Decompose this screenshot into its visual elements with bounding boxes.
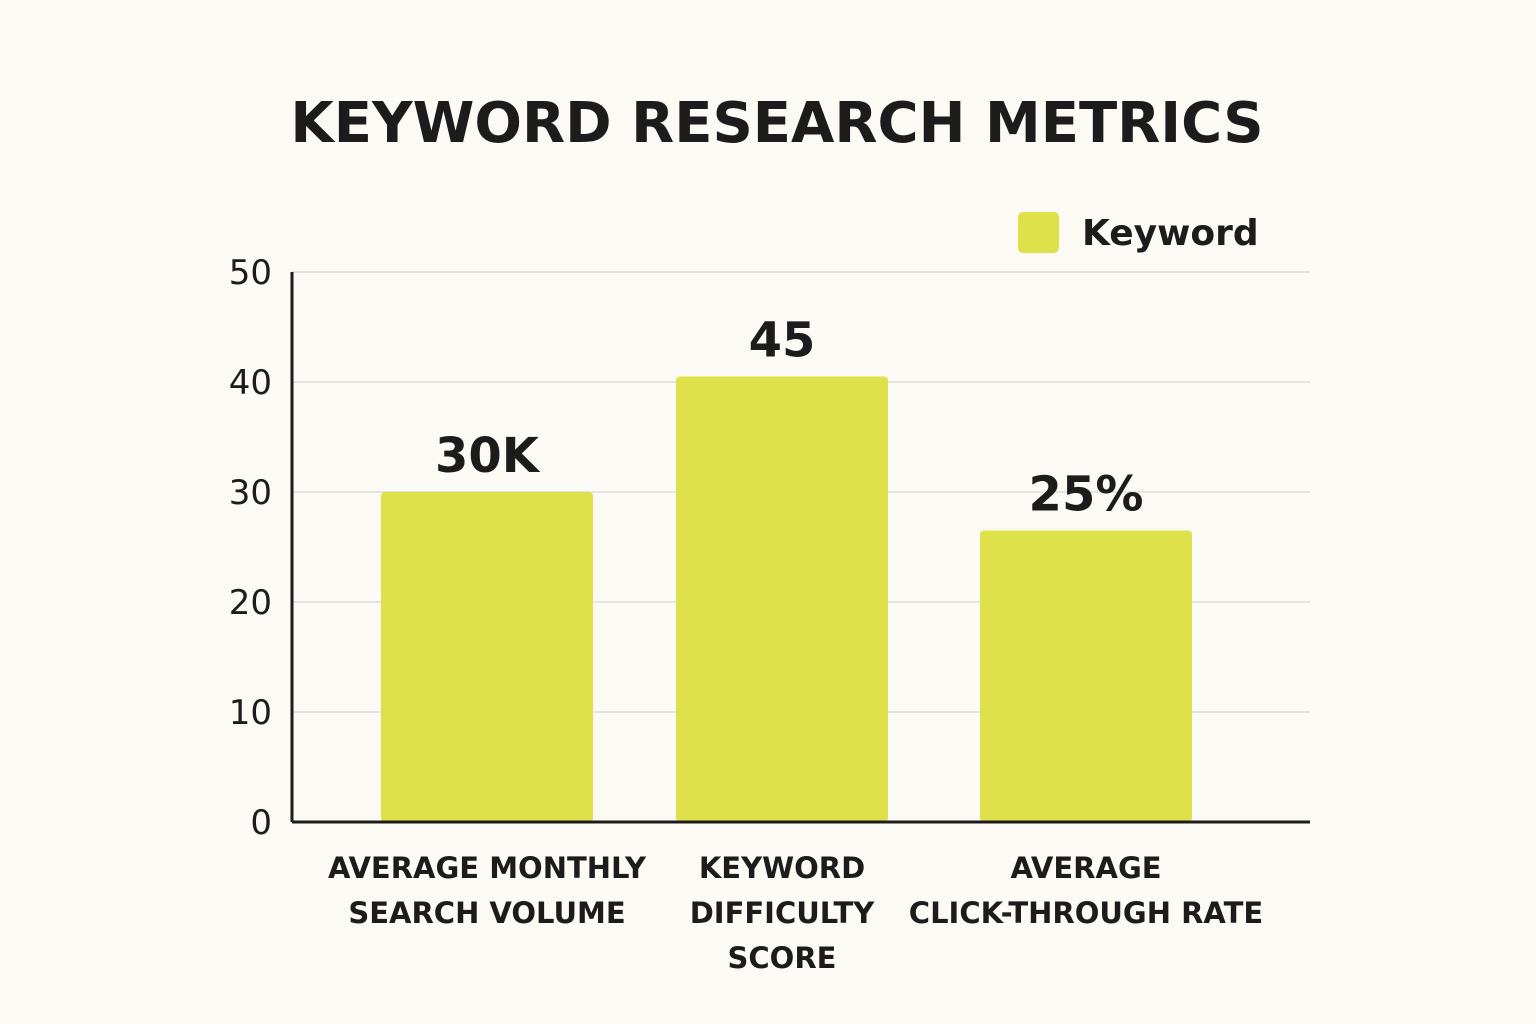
chart-title: KEYWORD RESEARCH METRICS <box>290 91 1263 156</box>
bar <box>381 492 593 822</box>
y-tick-label: 10 <box>229 693 272 733</box>
y-tick-label: 20 <box>229 583 272 623</box>
bar-value-label: 45 <box>749 313 816 369</box>
category-label: KEYWORD DIFFICULTY SCORE <box>690 851 876 975</box>
bar <box>676 376 888 822</box>
bars <box>381 376 1192 822</box>
category-label: AVERAGE CLICK-THROUGH RATE <box>909 851 1263 930</box>
y-tick-label: 40 <box>229 363 272 403</box>
y-tick-labels: 0 10 20 30 40 50 <box>229 253 272 843</box>
category-label: AVERAGE MONTHLY SEARCH VOLUME <box>328 851 647 930</box>
axes <box>290 272 1310 824</box>
bar-value-label: 25% <box>1029 467 1144 523</box>
legend-label: Keyword <box>1082 213 1259 254</box>
legend: Keyword <box>1018 212 1259 254</box>
bar <box>980 530 1192 822</box>
bar-value-label: 30K <box>435 428 541 484</box>
category-labels: AVERAGE MONTHLY SEARCH VOLUME KEYWORD DIFFI… <box>328 851 1263 975</box>
y-tick-label: 50 <box>229 253 272 293</box>
y-tick-label: 30 <box>229 473 272 513</box>
value-labels: 30K 45 25% <box>435 313 1143 523</box>
legend-swatch <box>1018 212 1059 253</box>
y-tick-label: 0 <box>250 803 272 843</box>
